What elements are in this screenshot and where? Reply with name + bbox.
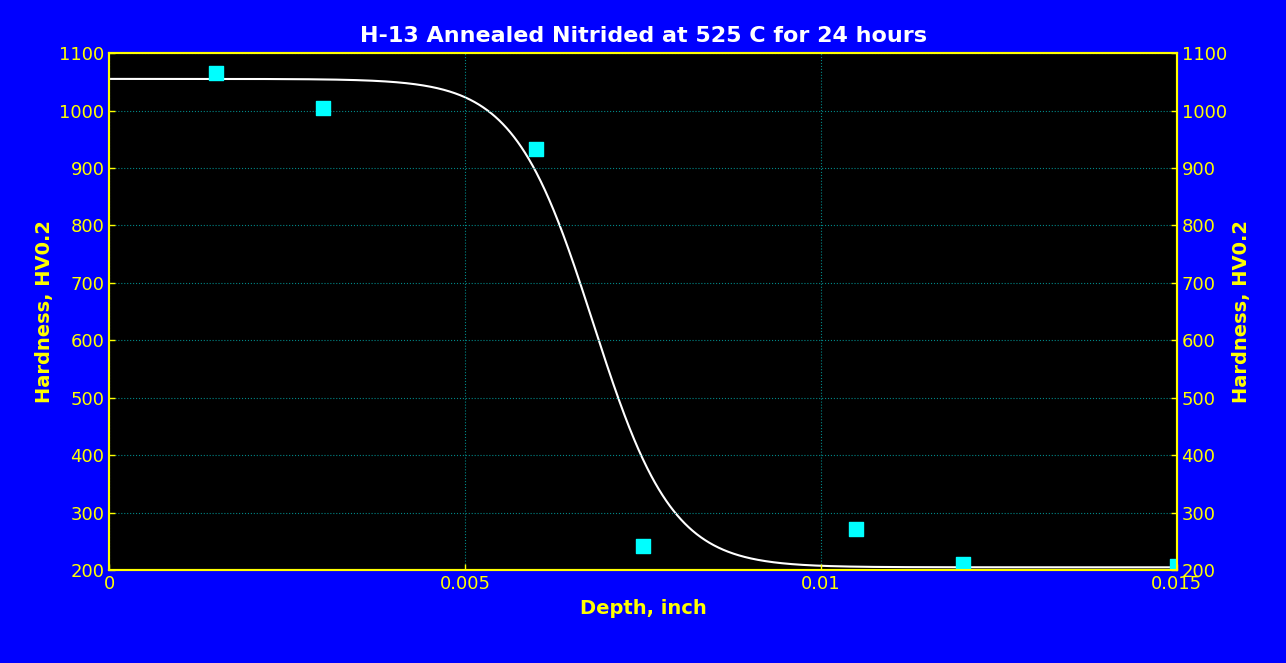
Point (953, 559, 974, 570)
Point (312, 102, 333, 113)
Point (526, 144, 547, 154)
Point (206, 68, 226, 78)
Y-axis label: Hardness, HV0.2: Hardness, HV0.2 (35, 220, 54, 403)
X-axis label: Depth, inch: Depth, inch (580, 599, 706, 618)
Y-axis label: Hardness, HV0.2: Hardness, HV0.2 (1232, 220, 1251, 403)
Point (633, 541, 653, 552)
Point (1166, 560, 1187, 571)
Title: H-13 Annealed Nitrided at 525 C for 24 hours: H-13 Annealed Nitrided at 525 C for 24 h… (360, 26, 926, 46)
Point (846, 524, 867, 534)
